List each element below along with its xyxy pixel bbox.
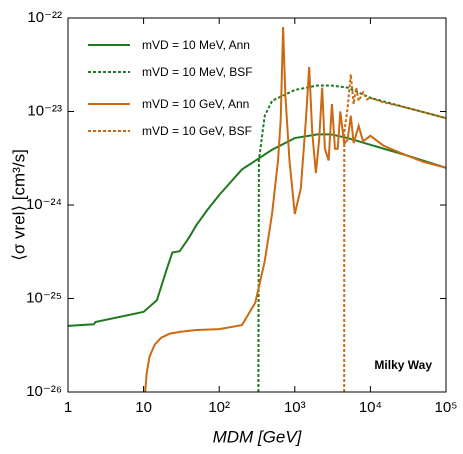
- plot-area: [68, 27, 446, 392]
- x-tick-label: 10²: [208, 399, 230, 416]
- legend-label: mVD = 10 MeV, Ann: [142, 38, 250, 52]
- annotation: Milky Way: [374, 358, 432, 372]
- series-line: [257, 84, 446, 392]
- x-tick-label: 1: [64, 399, 72, 416]
- plot-frame: [67, 17, 447, 393]
- x-tick-label: 10⁵: [435, 399, 458, 416]
- y-tick-label: 10⁻²³: [27, 102, 62, 119]
- x-axis-label: MDM [GeV]: [213, 427, 303, 446]
- legend-label: mVD = 10 GeV, Ann: [142, 97, 249, 111]
- legend-label: mVD = 10 MeV, BSF: [142, 65, 253, 79]
- legend-label: mVD = 10 GeV, BSF: [142, 124, 252, 138]
- y-tick-label: 10⁻²⁴: [26, 196, 62, 213]
- y-axis-label: ⟨σ vrel⟩ [cm³/s]: [9, 149, 28, 261]
- y-tick-label: 10⁻²⁶: [26, 383, 62, 400]
- y-tick-label: 10⁻²⁵: [26, 289, 62, 306]
- series-line: [343, 74, 446, 392]
- series-line: [144, 27, 446, 392]
- y-tick-label: 10⁻²²: [27, 9, 62, 26]
- series-line: [68, 133, 446, 327]
- x-tick-label: 10: [135, 399, 152, 416]
- x-tick-label: 10³: [284, 399, 306, 416]
- x-tick-label: 10⁴: [359, 399, 382, 416]
